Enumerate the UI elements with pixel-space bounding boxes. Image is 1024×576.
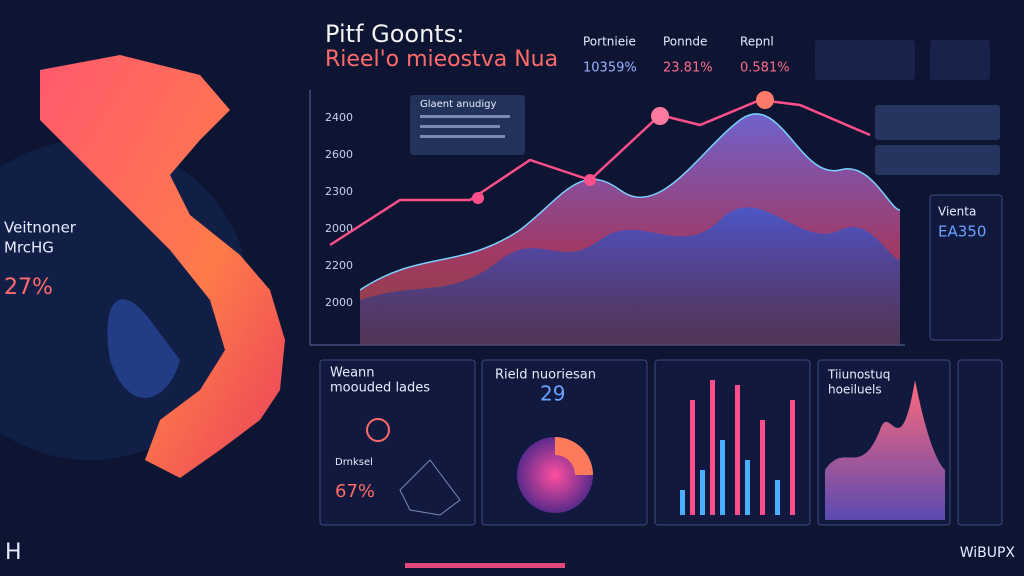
panel-value: 29 — [540, 382, 565, 406]
side-panel — [929, 194, 1003, 341]
panel-subtitle: hoeiluels — [828, 383, 882, 397]
text-line — [420, 115, 510, 118]
stat-label: Repnl — [740, 35, 774, 49]
panel — [654, 359, 811, 526]
bar — [790, 400, 795, 515]
line — [329, 98, 871, 247]
map-value: 27% — [4, 275, 53, 300]
panel-title: Tiiunostuq — [827, 368, 890, 382]
bar — [760, 420, 765, 515]
icon-strip — [815, 40, 915, 80]
panel-value: 67% — [335, 481, 375, 502]
point — [472, 192, 484, 204]
brand: WiBUPX — [960, 545, 1016, 561]
panel-title: Rield nuoriesan — [495, 368, 596, 383]
panel — [957, 359, 1003, 526]
bar — [690, 400, 695, 515]
logo: H — [5, 540, 22, 565]
y-label: 2300 — [325, 185, 353, 198]
callout-title: Glaent anudigy — [420, 99, 497, 110]
panel — [319, 359, 476, 526]
point — [584, 174, 596, 186]
bar — [775, 480, 780, 515]
footer-bar — [405, 563, 565, 568]
map-sublabel: MrcHG — [4, 239, 54, 257]
side-value: EA350 — [938, 223, 986, 241]
panel-title: Weann — [330, 366, 375, 381]
y-label: 2200 — [325, 259, 353, 272]
icon-strip — [930, 40, 990, 80]
line — [359, 113, 901, 291]
y-label: 2000 — [325, 222, 353, 235]
point — [651, 107, 669, 125]
bar — [700, 470, 705, 515]
icon — [366, 418, 390, 442]
y-label: 2000 — [325, 296, 353, 309]
vietnam-map — [40, 55, 285, 478]
stat-value: 23.81% — [663, 61, 713, 76]
callout — [875, 105, 1000, 140]
bar — [720, 440, 725, 515]
stat-label: Portnieie — [583, 35, 636, 49]
mesh — [399, 459, 461, 516]
bar — [680, 490, 685, 515]
text-line — [420, 125, 500, 128]
y-label: 2400 — [325, 111, 353, 124]
area — [825, 380, 945, 520]
donut-slice — [555, 437, 593, 475]
title: Pitf Goonts: — [325, 20, 464, 48]
bar — [735, 385, 740, 515]
panel-subtitle: moouded lades — [330, 381, 430, 396]
stat-value: 0.581% — [740, 61, 790, 76]
stat-label: Ponnde — [663, 35, 707, 49]
point — [756, 91, 774, 109]
y-label: 2600 — [325, 148, 353, 161]
sea-shape — [107, 299, 180, 398]
text-line — [420, 135, 505, 138]
panel-subtitle: Drnksel — [335, 457, 373, 468]
callout — [875, 145, 1000, 175]
map-label: Veitnoner — [4, 219, 77, 237]
area — [360, 207, 900, 345]
bar — [710, 380, 715, 515]
side-title: Vienta — [938, 205, 976, 219]
stat-value: 10359% — [583, 61, 637, 76]
y-labels: 2400 2600 2300 2000 2200 2000 — [325, 111, 353, 309]
subtitle: Rieel'o mieostva Nua — [325, 47, 558, 72]
bar — [745, 460, 750, 515]
